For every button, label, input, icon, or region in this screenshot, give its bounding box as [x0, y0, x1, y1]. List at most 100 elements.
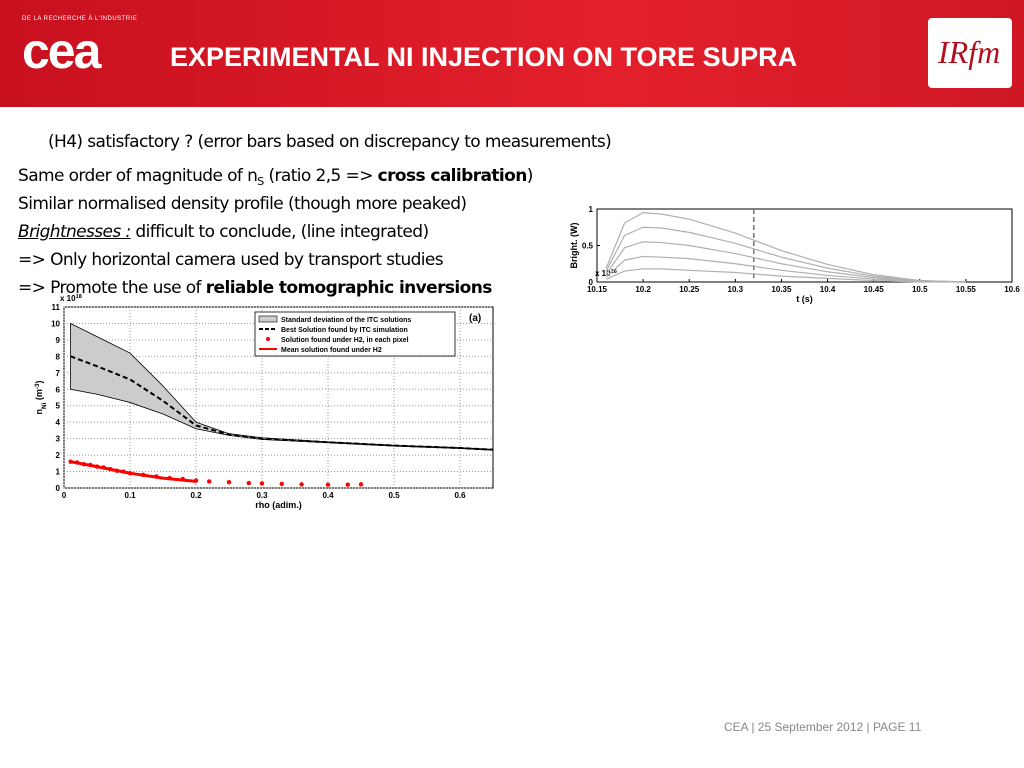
y-tick-label: 0 [56, 484, 61, 493]
label-part: -3 [34, 383, 41, 389]
y-tick-label: 1 [589, 205, 594, 214]
text-segment: S [257, 175, 264, 188]
text-line: Similar normalised density profile (thou… [18, 194, 467, 214]
legend-label: Mean solution found under H2 [281, 347, 382, 354]
point [207, 479, 212, 484]
text-segment: ) [526, 166, 534, 186]
slide-title: EXPERIMENTAL NI INJECTION ON TORE SUPRA [170, 42, 798, 72]
point [279, 481, 284, 487]
text-segment: => Promote the use of [18, 278, 206, 298]
text-segment: Brightnesses : [18, 222, 131, 242]
text-segment: Similar normalised density profile (thou… [18, 194, 467, 214]
chart: 10.15 10.2 10.25 10.3 10.35 10.4 10.45 10.5 10.5… [569, 205, 1020, 304]
line [605, 255, 966, 283]
header-bar: DE LA RECHERCHE À L'INDUSTRIE cea EXPERI… [0, 0, 1024, 107]
label-part: n [34, 409, 44, 415]
y-tick-label: 6 [56, 385, 61, 394]
x-tick-label: 10.6 [1004, 285, 1020, 294]
x-tick-label: 0.4 [322, 491, 334, 500]
y-axis-label: Bright. (W) [569, 223, 579, 269]
legend-box [254, 311, 456, 357]
y-multiplier: x 1016 [595, 269, 617, 278]
label-part: 18 [76, 294, 82, 300]
plot-area [596, 208, 1013, 283]
x-tick-label: 10.45 [864, 285, 885, 294]
x-axis-label: t (s) [796, 294, 813, 304]
footer: CEA | 25 September 2012 | PAGE 11 [724, 720, 922, 734]
point [358, 482, 364, 487]
y-tick-label: 7 [56, 369, 61, 378]
point [259, 481, 265, 486]
chart: 0 0.1 0.2 0.3 0.4 0.5 0.6 0 1 2 3 4 5 6 7 8 9 10 11 nNi (m-… [34, 294, 494, 510]
y-tick-label: 0 [589, 278, 594, 287]
text-segment: reliable tomographic inversions [205, 278, 493, 298]
text-line: Brightnesses : difficult to conclude, (l… [18, 222, 429, 242]
y-tick-label: 5 [56, 402, 61, 411]
legend-swatch [266, 337, 270, 341]
x-tick-label: 0.6 [454, 491, 466, 500]
legend-label: Standard deviation of the ITC solutions [281, 317, 411, 324]
text-line: (H4) satisfactory ? (error bars based on… [48, 132, 612, 152]
label-part: rho (adim.) [255, 500, 302, 510]
right-logo: IRfm [928, 18, 1012, 88]
text-line: => Promote the use of reliable tomograph… [18, 278, 492, 298]
y-tick-label: 0.5 [582, 242, 594, 251]
right-logo-text: IRfm [938, 34, 1001, 70]
x-tick-label: 10.4 [820, 285, 836, 294]
x-tick-label: 10.15 [587, 285, 608, 294]
point [299, 482, 304, 487]
y-tick-label: 9 [56, 336, 61, 345]
x-tick-label: 0 [62, 491, 67, 500]
band [70, 322, 494, 451]
label-part: Bright. (W) [569, 223, 579, 269]
legend-label: Solution found under H2, in each pixel [281, 337, 409, 344]
y-axis-label: nNi (m-3) [34, 381, 48, 415]
line [605, 226, 966, 283]
y-tick-label: 4 [56, 418, 61, 427]
text-segment: cross calibration [377, 166, 528, 186]
y-tick-label: 8 [56, 352, 61, 361]
y-tick-label: 2 [56, 451, 61, 460]
x-tick-label: 10.2 [635, 285, 651, 294]
label-part: ) [34, 381, 44, 384]
point [226, 480, 232, 485]
line [605, 241, 966, 283]
y-tick-label: 3 [56, 435, 61, 444]
x-tick-label: 0.5 [388, 491, 400, 500]
text-segment: Same order of magnitude of n [18, 166, 258, 186]
label-part: x 10 [60, 294, 76, 303]
line [70, 355, 494, 451]
x-tick-label: 10.3 [728, 285, 744, 294]
org-tagline: DE LA RECHERCHE À L'INDUSTRIE [22, 16, 138, 22]
logo: cea [22, 23, 101, 79]
text-segment: => Only horizontal camera used by transp… [18, 250, 444, 270]
label-part: Ni [41, 402, 48, 409]
x-tick-label: 0.2 [190, 491, 202, 500]
x-tick-label: 10.35 [771, 285, 792, 294]
point [325, 482, 331, 487]
point [345, 482, 350, 487]
legend-label: Best Solution found by ITC simulation [281, 327, 408, 334]
text-segment: difficult to conclude, (line integrated) [130, 222, 429, 242]
label-part: t (s) [796, 294, 813, 304]
panel-label: (a) [469, 313, 481, 324]
y-tick-label: 1 [56, 468, 61, 477]
y-multiplier: x 1018 [60, 294, 82, 303]
label-part: 16 [611, 269, 617, 275]
line [605, 268, 966, 283]
legend-swatch [258, 315, 278, 323]
point [246, 480, 251, 486]
text-segment: (H4) satisfactory ? (error bars based on… [48, 132, 612, 152]
x-tick-label: 0.1 [124, 491, 136, 500]
y-tick-label: 10 [51, 319, 60, 328]
x-tick-label: 10.55 [956, 285, 977, 294]
text-line: Same order of magnitude of nS (ratio 2,5… [18, 166, 533, 188]
x-tick-label: 10.25 [679, 285, 700, 294]
line [605, 212, 966, 283]
x-tick-label: 10.5 [912, 285, 928, 294]
text-segment: (ratio 2,5 => [263, 166, 378, 186]
y-tick-label: 11 [52, 303, 61, 312]
line [70, 460, 197, 483]
